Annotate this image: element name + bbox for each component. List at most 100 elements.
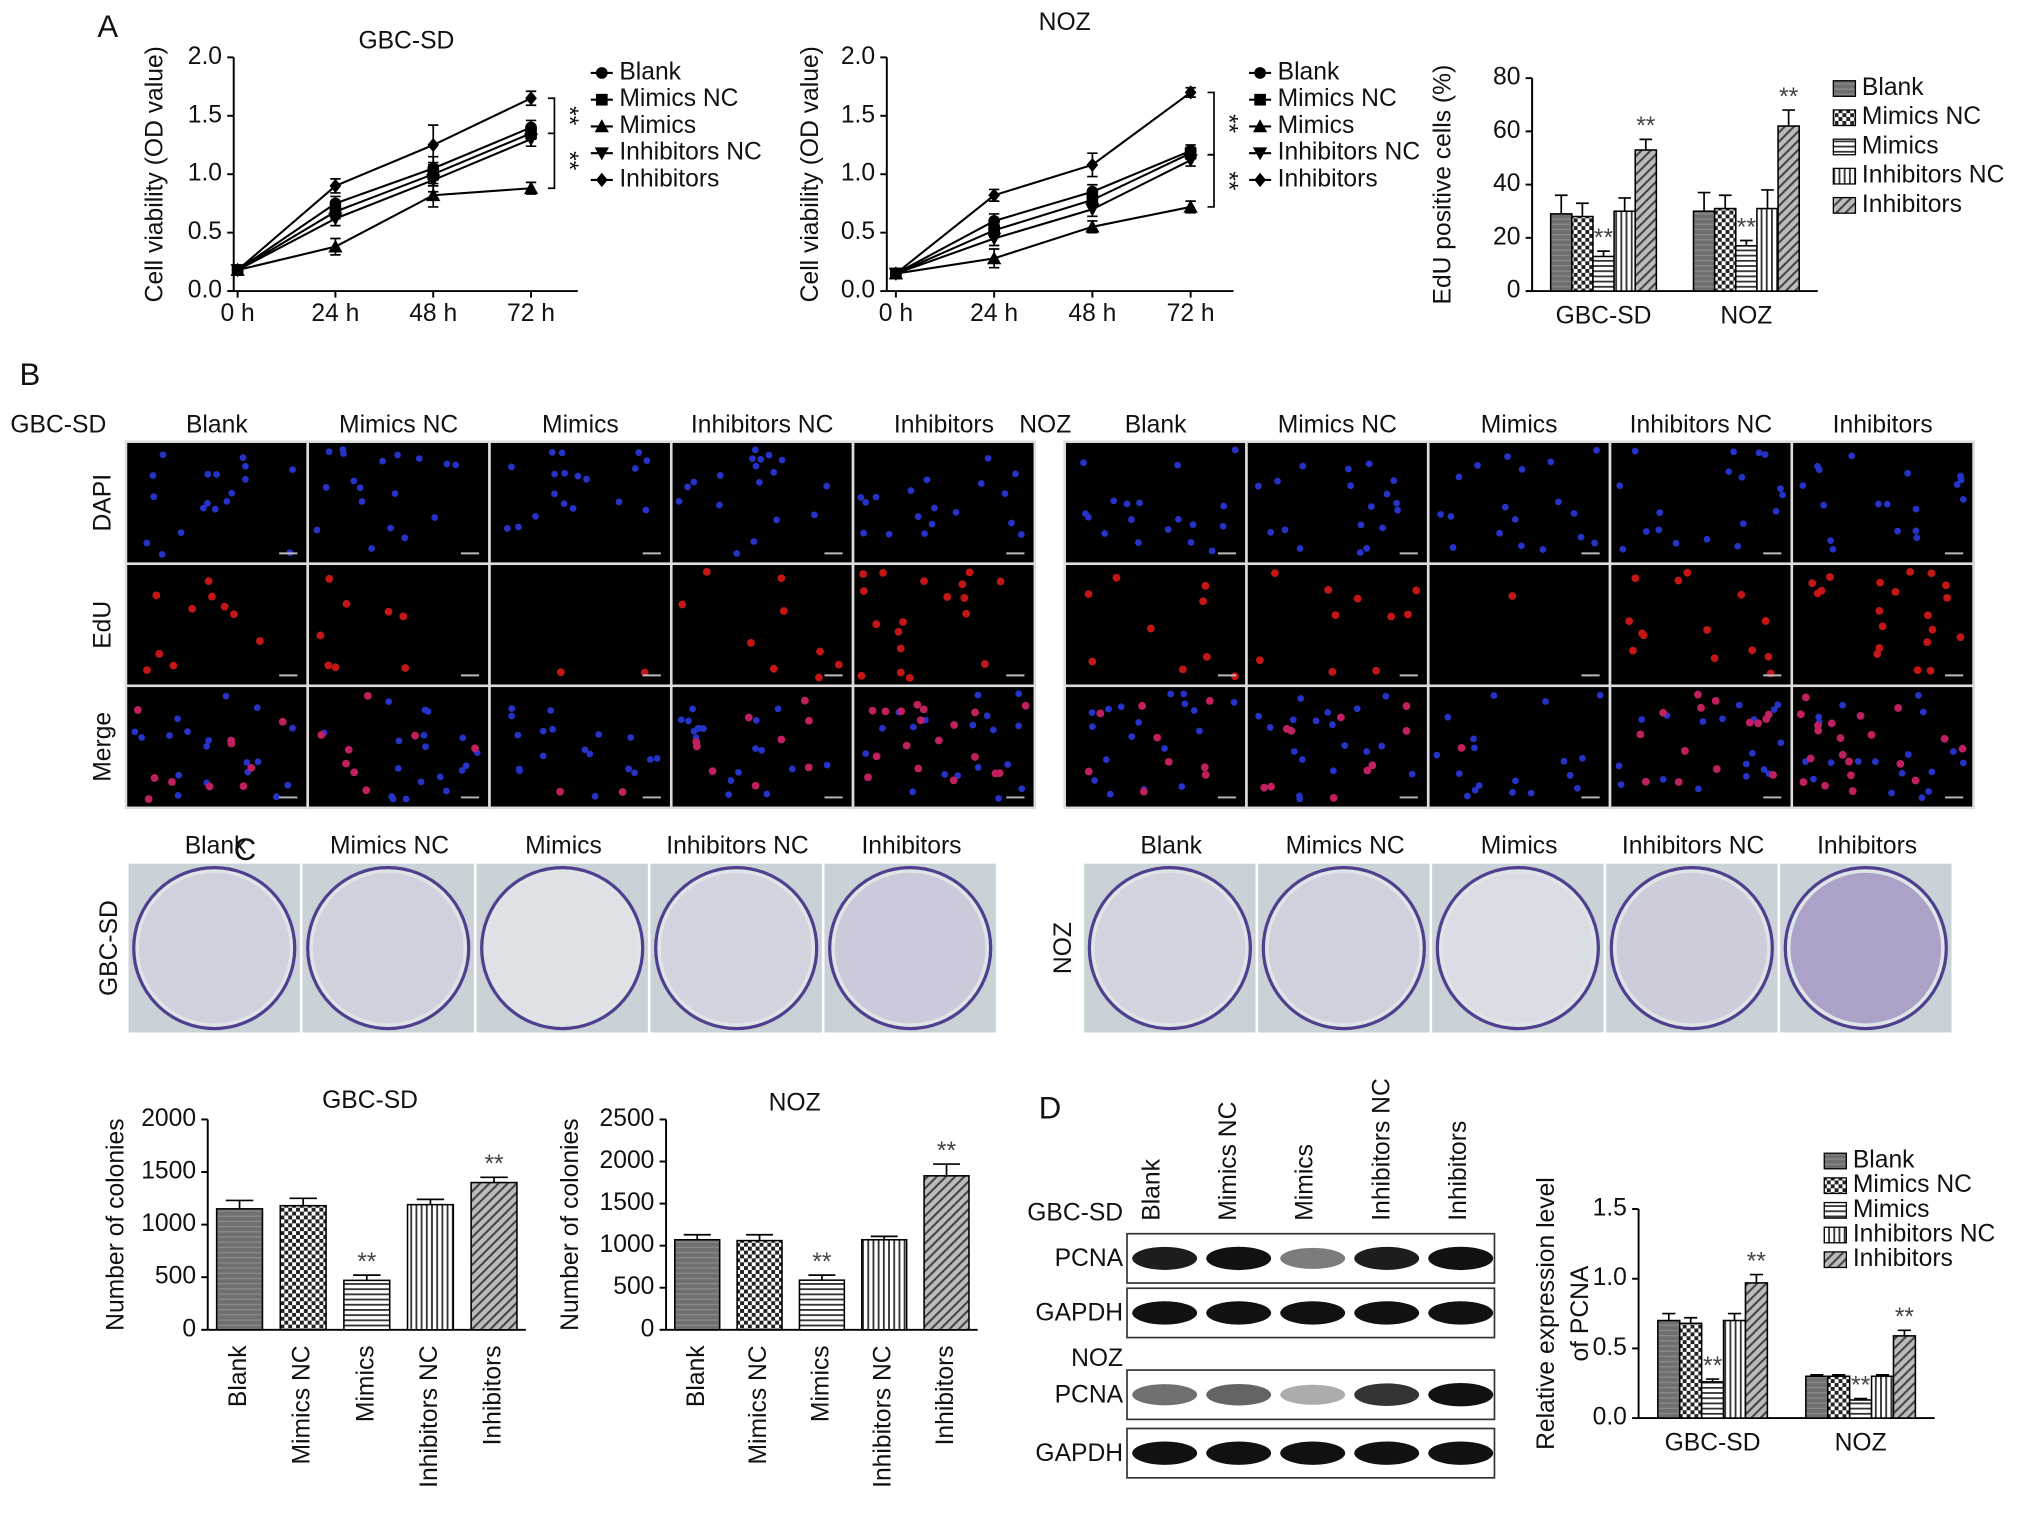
- band: [1280, 1384, 1346, 1405]
- micrograph: [851, 684, 1037, 810]
- cell: [1412, 586, 1421, 595]
- bar: [1657, 1319, 1681, 1419]
- cell: [949, 776, 958, 785]
- cell: [996, 577, 1005, 586]
- x-tick-label: Inhibitors NC: [416, 1345, 443, 1488]
- cell: [422, 743, 429, 751]
- significance: **: [1703, 1353, 1723, 1380]
- cell: [1926, 666, 1935, 675]
- cell: [324, 661, 333, 670]
- cell: [642, 506, 650, 514]
- cell: [213, 471, 220, 478]
- cell: [1091, 777, 1099, 784]
- cell: [1136, 499, 1143, 507]
- error-bar: [1761, 189, 1774, 209]
- cell: [1631, 574, 1640, 583]
- micrograph: [488, 684, 673, 810]
- cell: [1164, 526, 1172, 533]
- x-tick-label: Mimics NC: [289, 1345, 316, 1464]
- cell: [1856, 711, 1865, 720]
- bar: [215, 1208, 264, 1331]
- bracket: [547, 97, 556, 135]
- cell: [514, 731, 522, 739]
- cell: [1839, 701, 1847, 709]
- error-bar: [933, 1163, 960, 1176]
- panel-letter: C: [234, 832, 257, 867]
- error-bar: [416, 1198, 445, 1205]
- cell: [1659, 708, 1668, 717]
- cell: [1894, 527, 1901, 535]
- significance: **: [1214, 114, 1241, 134]
- cell: [631, 769, 638, 777]
- cell: [278, 717, 287, 726]
- cell: [1957, 472, 1964, 480]
- cell: [1959, 759, 1967, 767]
- row-label: EdU: [89, 601, 116, 649]
- marker: [523, 181, 539, 195]
- cell: [1820, 501, 1828, 509]
- cell: [1769, 770, 1777, 779]
- cell: [1847, 771, 1855, 780]
- cell: [1102, 756, 1110, 763]
- legend-swatch: [1832, 138, 1857, 156]
- y-tick-label: 2000: [600, 1147, 655, 1174]
- legend-swatch: [1832, 167, 1857, 185]
- cell: [1390, 477, 1398, 484]
- cell: [1471, 744, 1478, 752]
- cell: [325, 448, 333, 456]
- cell: [952, 508, 960, 516]
- y-tick-label: 1000: [141, 1210, 196, 1237]
- cell: [1018, 785, 1026, 793]
- cell: [342, 759, 350, 768]
- cell: [816, 647, 824, 656]
- cell: [1161, 745, 1168, 752]
- cell: [1015, 690, 1023, 698]
- cell: [508, 705, 516, 713]
- cell: [1814, 726, 1823, 735]
- cell: [1501, 503, 1509, 511]
- cell: [581, 746, 589, 754]
- cell: [1271, 569, 1279, 578]
- cell: [204, 577, 213, 586]
- cell: [1455, 473, 1463, 481]
- cell: [1683, 568, 1692, 577]
- error-bar: [1697, 191, 1711, 212]
- legend-label: Inhibitors NC: [1862, 162, 2005, 189]
- cell: [1208, 547, 1216, 555]
- cell: [452, 461, 460, 469]
- column-label: Mimics: [525, 832, 602, 859]
- marker: [1252, 119, 1268, 133]
- cell: [928, 520, 936, 528]
- micrograph: [124, 562, 310, 688]
- cell: [1164, 758, 1173, 766]
- error-bar: [1554, 194, 1568, 214]
- cell: [547, 707, 555, 714]
- cell: [804, 763, 813, 772]
- x-tick-label: 24 h: [970, 300, 1018, 327]
- y-tick-label: 0: [1507, 277, 1521, 304]
- cell: [1084, 590, 1093, 599]
- cell: [859, 587, 868, 595]
- y-tick-label: 2.0: [188, 43, 222, 70]
- y-tick-label: 0.5: [188, 218, 222, 245]
- cell-line-label: GBC-SD: [10, 412, 106, 439]
- column-label: Blank: [1125, 412, 1187, 439]
- cell: [459, 734, 467, 742]
- y-tick-label: 1.5: [841, 101, 875, 128]
- y-axis-label: Cell viability (OD value): [797, 46, 824, 302]
- row-label: Merge: [89, 712, 116, 782]
- cell: [561, 469, 568, 477]
- cell: [995, 795, 1002, 802]
- cell: [242, 462, 249, 470]
- lane-label: Inhibitors NC: [1368, 1078, 1395, 1221]
- cell: [1337, 713, 1345, 722]
- cell: [591, 792, 599, 800]
- cell: [1517, 542, 1525, 550]
- band: [1206, 1383, 1272, 1406]
- cell: [1085, 513, 1092, 521]
- cell: [1694, 690, 1702, 699]
- cell: [1777, 485, 1784, 492]
- cell: [678, 600, 687, 609]
- cell: [166, 732, 173, 739]
- y-tick-label: 2000: [141, 1105, 196, 1132]
